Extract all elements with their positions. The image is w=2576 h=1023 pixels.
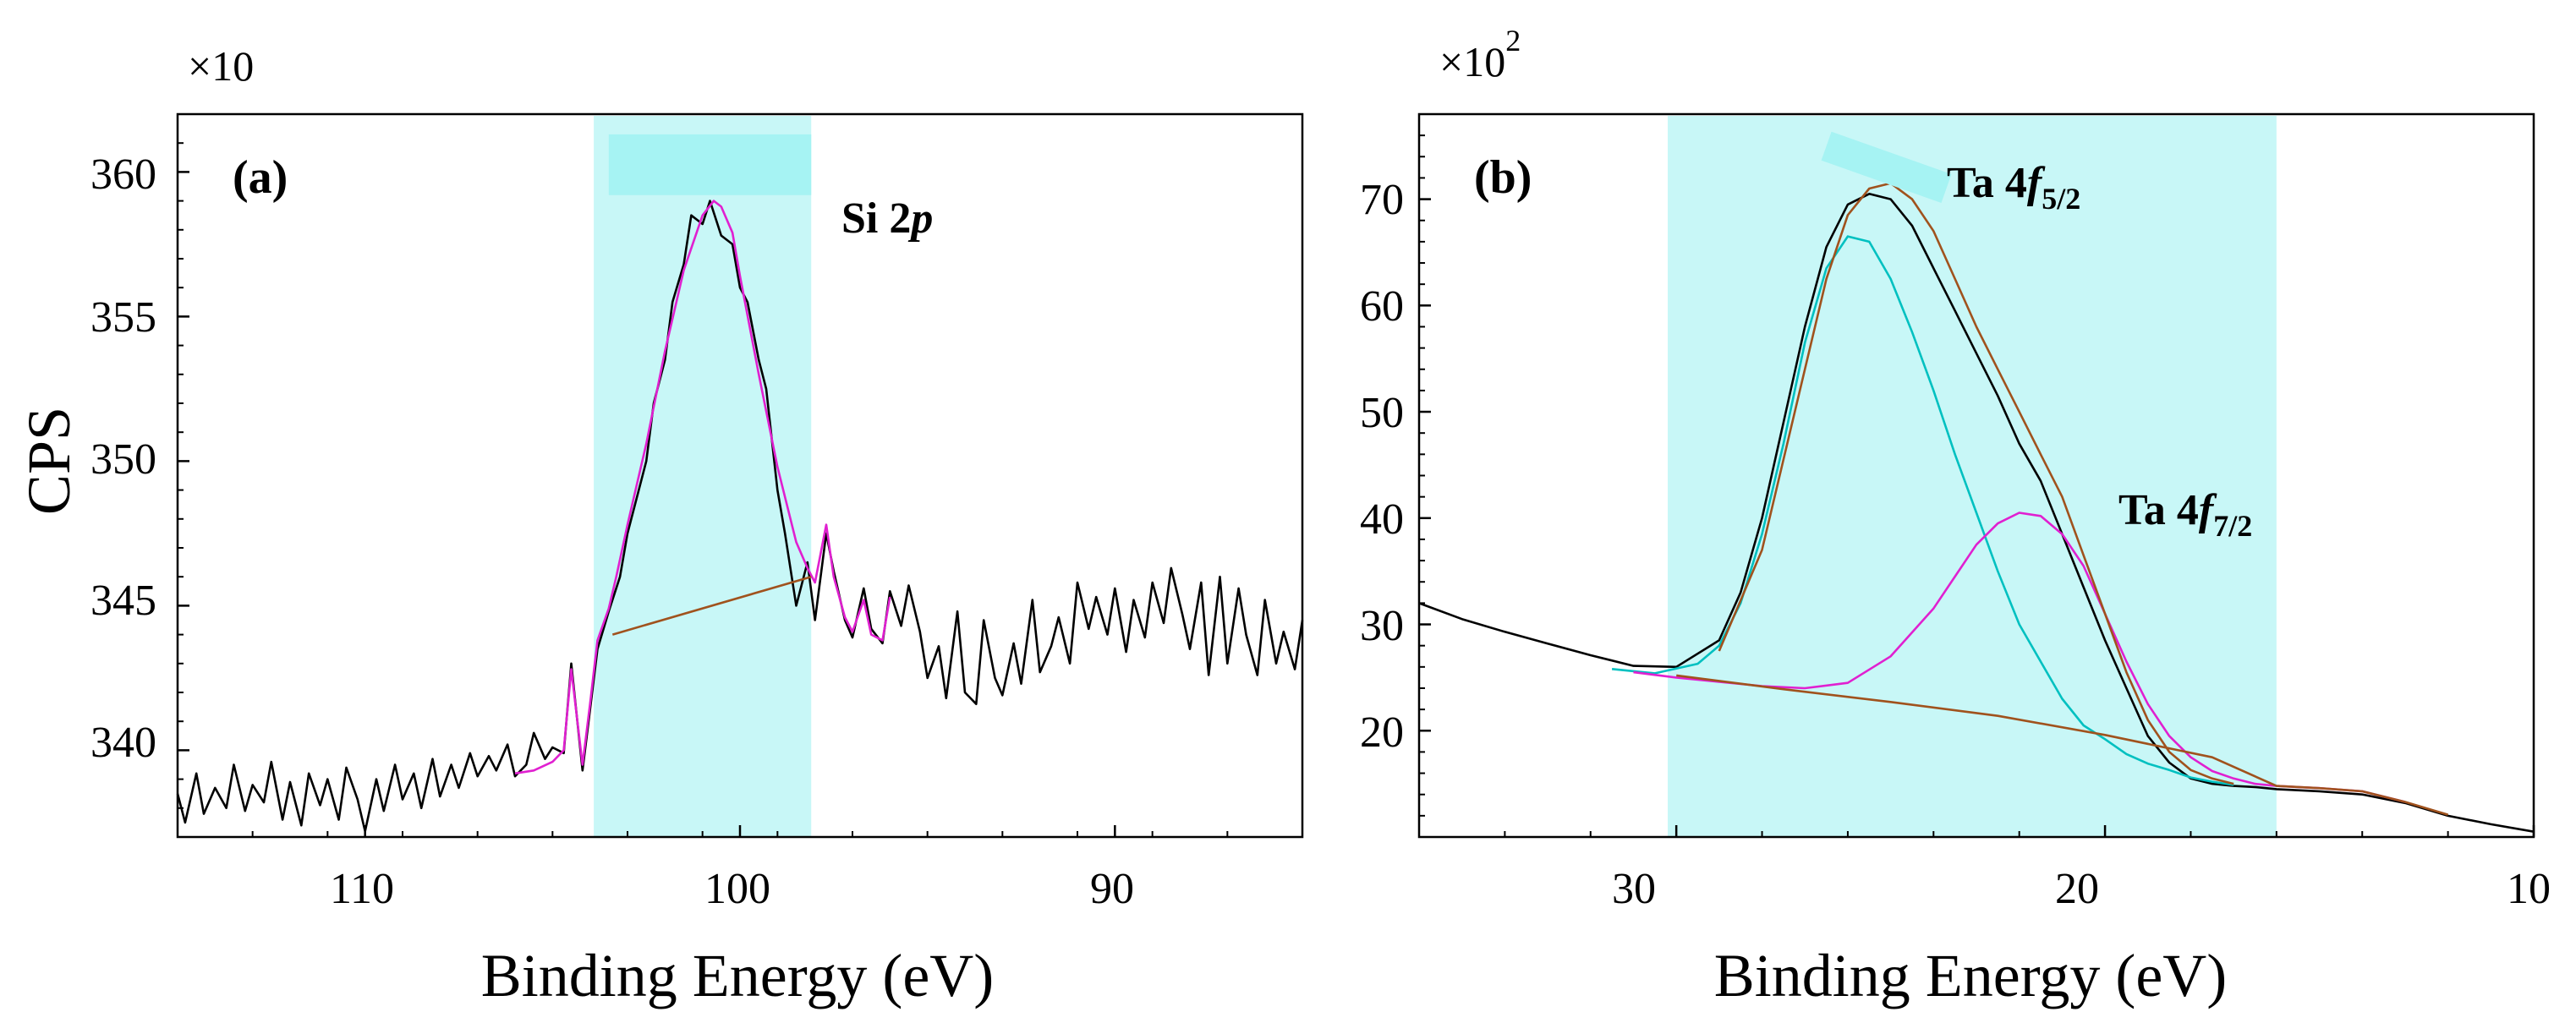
panel-b-peak-marker [1821, 131, 1952, 203]
panel-b-y-tick-label: 40 [1360, 495, 1404, 544]
panel-b-series-line [1633, 512, 2406, 803]
si2p-peak-label: Si 2p [841, 194, 933, 243]
panel-b-y-tick-label: 30 [1360, 602, 1404, 650]
panel-b-x-tick-label: 20 [2055, 865, 2099, 913]
panel-a: 110 100 90 340 345 350 355 360 ×10 CPS B… [15, 42, 1304, 1009]
panel-b-y-multiplier: ×102 [1439, 24, 1521, 85]
panel-a-y-multiplier: ×10 [188, 42, 254, 90]
panel-b-y-tick-label: 50 [1360, 389, 1404, 437]
panel-b-x-tick-label: 10 [2507, 865, 2551, 913]
panel-b-series-group [1418, 182, 2535, 833]
panel-a-y-axis-title: CPS [15, 407, 83, 515]
panel-a-x-tick-label: 100 [704, 865, 770, 913]
panel-a-y-tick-label: 350 [90, 435, 156, 484]
panel-a-y-tick-label: 340 [90, 719, 156, 767]
panel-b-y-tick-label: 60 [1360, 282, 1404, 331]
panel-b-series-line [1611, 235, 2234, 786]
panel-a-label: (a) [233, 151, 288, 204]
panel-a-ticks [177, 113, 1303, 838]
panel-a-x-axis-title: Binding Energy (eV) [481, 942, 995, 1009]
panel-a-x-tick-label: 110 [330, 865, 394, 913]
panel-b-y-tick-label: 70 [1360, 176, 1404, 224]
panel-b-ticks [1418, 113, 2535, 838]
panel-b-highlight-region [1668, 116, 2277, 837]
ta4f72-peak-label: Ta 4f7/2 [2118, 486, 2252, 543]
panel-b: 30 20 10 20 30 40 50 60 70 ×102 Binding … [1360, 24, 2551, 1009]
panel-a-y-tick-label: 355 [90, 293, 156, 342]
panel-b-label: (b) [1474, 151, 1532, 204]
panel-a-x-tick-label: 90 [1090, 865, 1134, 913]
panel-a-peak-marker [608, 134, 812, 195]
panel-b-series-line [1418, 193, 2535, 833]
panel-b-series-line [1676, 674, 2448, 816]
panel-a-series-line [611, 575, 812, 636]
panel-b-series-line [1718, 182, 2234, 785]
panel-b-y-tick-label: 20 [1360, 708, 1404, 757]
panel-a-y-tick-label: 345 [90, 577, 156, 625]
panel-a-series-line [514, 200, 891, 775]
ta4f52-peak-label: Ta 4f5/2 [1947, 159, 2080, 216]
panel-b-x-axis-title: Binding Energy (eV) [1714, 942, 2228, 1009]
panel-b-x-tick-label: 30 [1612, 865, 1656, 913]
panel-a-y-tick-label: 360 [90, 150, 156, 199]
